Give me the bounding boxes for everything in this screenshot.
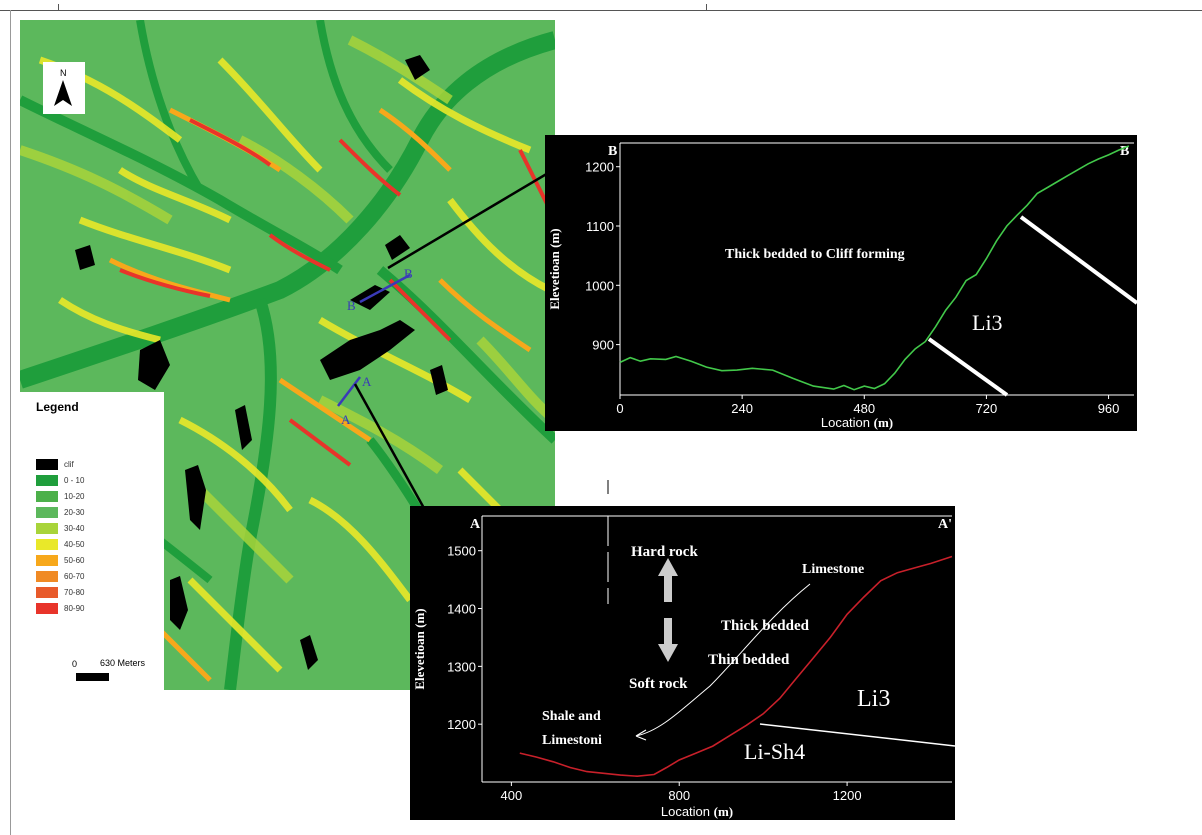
x-tick-label: 240: [731, 401, 753, 416]
y-tick-label: 1100: [586, 219, 614, 234]
y-tick-label: 1500: [447, 544, 476, 559]
legend-swatch: [36, 602, 58, 614]
section-b-start-label: B: [347, 298, 356, 313]
y-axis-label: Elevetioan (m): [547, 228, 562, 309]
legend-label: 80-90: [64, 603, 85, 613]
profile-start-label: B: [608, 144, 617, 159]
profile-b-chart: 0 240 480 720 960 900 1000 1100 1200 Location (m)…: [547, 142, 1137, 430]
top-tick: [58, 4, 59, 10]
legend-item: 0 - 10: [36, 474, 84, 486]
y-tick-label: 900: [592, 338, 614, 353]
x-tick-label: 480: [853, 401, 875, 416]
bedding-boundary: [759, 723, 955, 747]
profile-end-label: B: [1120, 144, 1129, 159]
legend-swatch: [36, 474, 58, 486]
x-tick-label: 0: [616, 401, 623, 416]
annotation-hard-rock: Hard rock: [631, 544, 698, 560]
legend-swatch: [36, 538, 58, 550]
section-line-b: [359, 273, 411, 304]
north-label: N: [60, 68, 67, 78]
annotation-shale-1: Shale and: [542, 709, 601, 724]
y-tick-label: 1300: [447, 659, 476, 674]
profile-line: [519, 555, 953, 778]
legend-label: 20-30: [64, 507, 85, 517]
unit-label-lish4: Li-Sh4: [744, 739, 805, 764]
profile-b-panel: 0 240 480 720 960 900 1000 1100 1200 Location (m)…: [545, 135, 1137, 431]
annotation-thin-bedded: Thin bedded: [708, 652, 790, 668]
x-tick-label: 720: [976, 401, 998, 416]
section-b-end-label: B: [404, 266, 413, 281]
trend-arrow-head-icon: [635, 729, 647, 741]
legend-item: 80-90: [36, 602, 84, 614]
legend-item: 30-40: [36, 522, 84, 534]
north-arrow-icon: [54, 80, 72, 106]
legend-item: 50-60: [36, 554, 84, 566]
profile-a-panel: 400 800 1200 1200 1300 1400 1500 Location (m) El…: [410, 506, 955, 820]
legend-label: 60-70: [64, 571, 85, 581]
legend-item: 20-30: [36, 506, 84, 518]
annotation-limestone: Limestone: [802, 562, 864, 577]
top-tick: [706, 4, 707, 10]
legend-label: 40-50: [64, 539, 85, 549]
legend-item: 60-70: [36, 570, 84, 582]
leader-line-a: [353, 383, 427, 511]
legend-swatch: [36, 458, 58, 470]
section-a-end-label: A: [362, 374, 372, 389]
profile-a-chart: 400 800 1200 1200 1300 1400 1500 Location (m) El…: [412, 515, 955, 819]
x-tick-label: 1200: [833, 788, 862, 803]
section-a-start-label: A: [341, 412, 351, 427]
legend-swatch: [36, 522, 58, 534]
legend-swatch: [36, 586, 58, 598]
arrow-down-icon: [658, 618, 678, 662]
annotation-shale-2: Limestoni: [542, 733, 602, 748]
scale-bar: [76, 673, 109, 681]
legend-item: clif: [36, 458, 74, 470]
legend-swatch: [36, 554, 58, 566]
legend-label: clif: [64, 459, 74, 469]
scale-label: 630 Meters: [100, 658, 146, 668]
annotation-bedding: Thick bedded to Cliff forming: [725, 247, 905, 262]
x-tick-label: 400: [501, 788, 523, 803]
annotation-soft-rock: Soft rock: [629, 676, 688, 692]
legend-title: Legend: [36, 400, 79, 414]
y-tick-label: 1000: [585, 278, 614, 293]
legend-item: 10-20: [36, 490, 84, 502]
legend-swatch: [36, 490, 58, 502]
arrow-up-icon: [658, 558, 678, 602]
legend-swatch: [36, 570, 58, 582]
north-arrow: N: [43, 62, 85, 114]
x-axis-label: Location (m): [821, 415, 893, 430]
legend-label: 0 - 10: [64, 475, 85, 485]
top-border: [0, 10, 1202, 11]
bedding-boundary-lower: [927, 337, 1009, 397]
y-tick-label: 1200: [585, 160, 614, 175]
x-tick-label: 960: [1098, 401, 1120, 416]
unit-label-li3: Li3: [857, 686, 890, 712]
y-tick-label: 1200: [447, 717, 476, 732]
legend-swatch: [36, 506, 58, 518]
legend-label: 70-80: [64, 587, 85, 597]
trend-arrow-line: [635, 583, 811, 737]
profile-start-label: A: [470, 517, 481, 532]
left-border: [10, 10, 11, 835]
x-tick-label: 800: [668, 788, 690, 803]
legend-label: 10-20: [64, 491, 85, 501]
bedding-boundary-upper: [1019, 215, 1137, 305]
section-line-a: [337, 376, 361, 407]
legend-item: 70-80: [36, 586, 84, 598]
legend: Legend clif 0 - 10 10-20 20-30 30-40 40-50 50-…: [20, 392, 164, 690]
profile-line: [619, 145, 1130, 391]
profile-end-label: A': [938, 517, 952, 532]
leader-line-b: [387, 164, 561, 270]
y-tick-label: 1400: [447, 602, 476, 617]
scale-zero: 0: [72, 659, 78, 669]
legend-label: 50-60: [64, 555, 85, 565]
x-axis-label: Location (m): [661, 804, 733, 819]
legend-label: 30-40: [64, 523, 85, 533]
legend-item: 40-50: [36, 538, 84, 550]
unit-label-li3: Li3: [972, 310, 1003, 335]
y-axis-label: Elevetioan (m): [412, 608, 427, 689]
